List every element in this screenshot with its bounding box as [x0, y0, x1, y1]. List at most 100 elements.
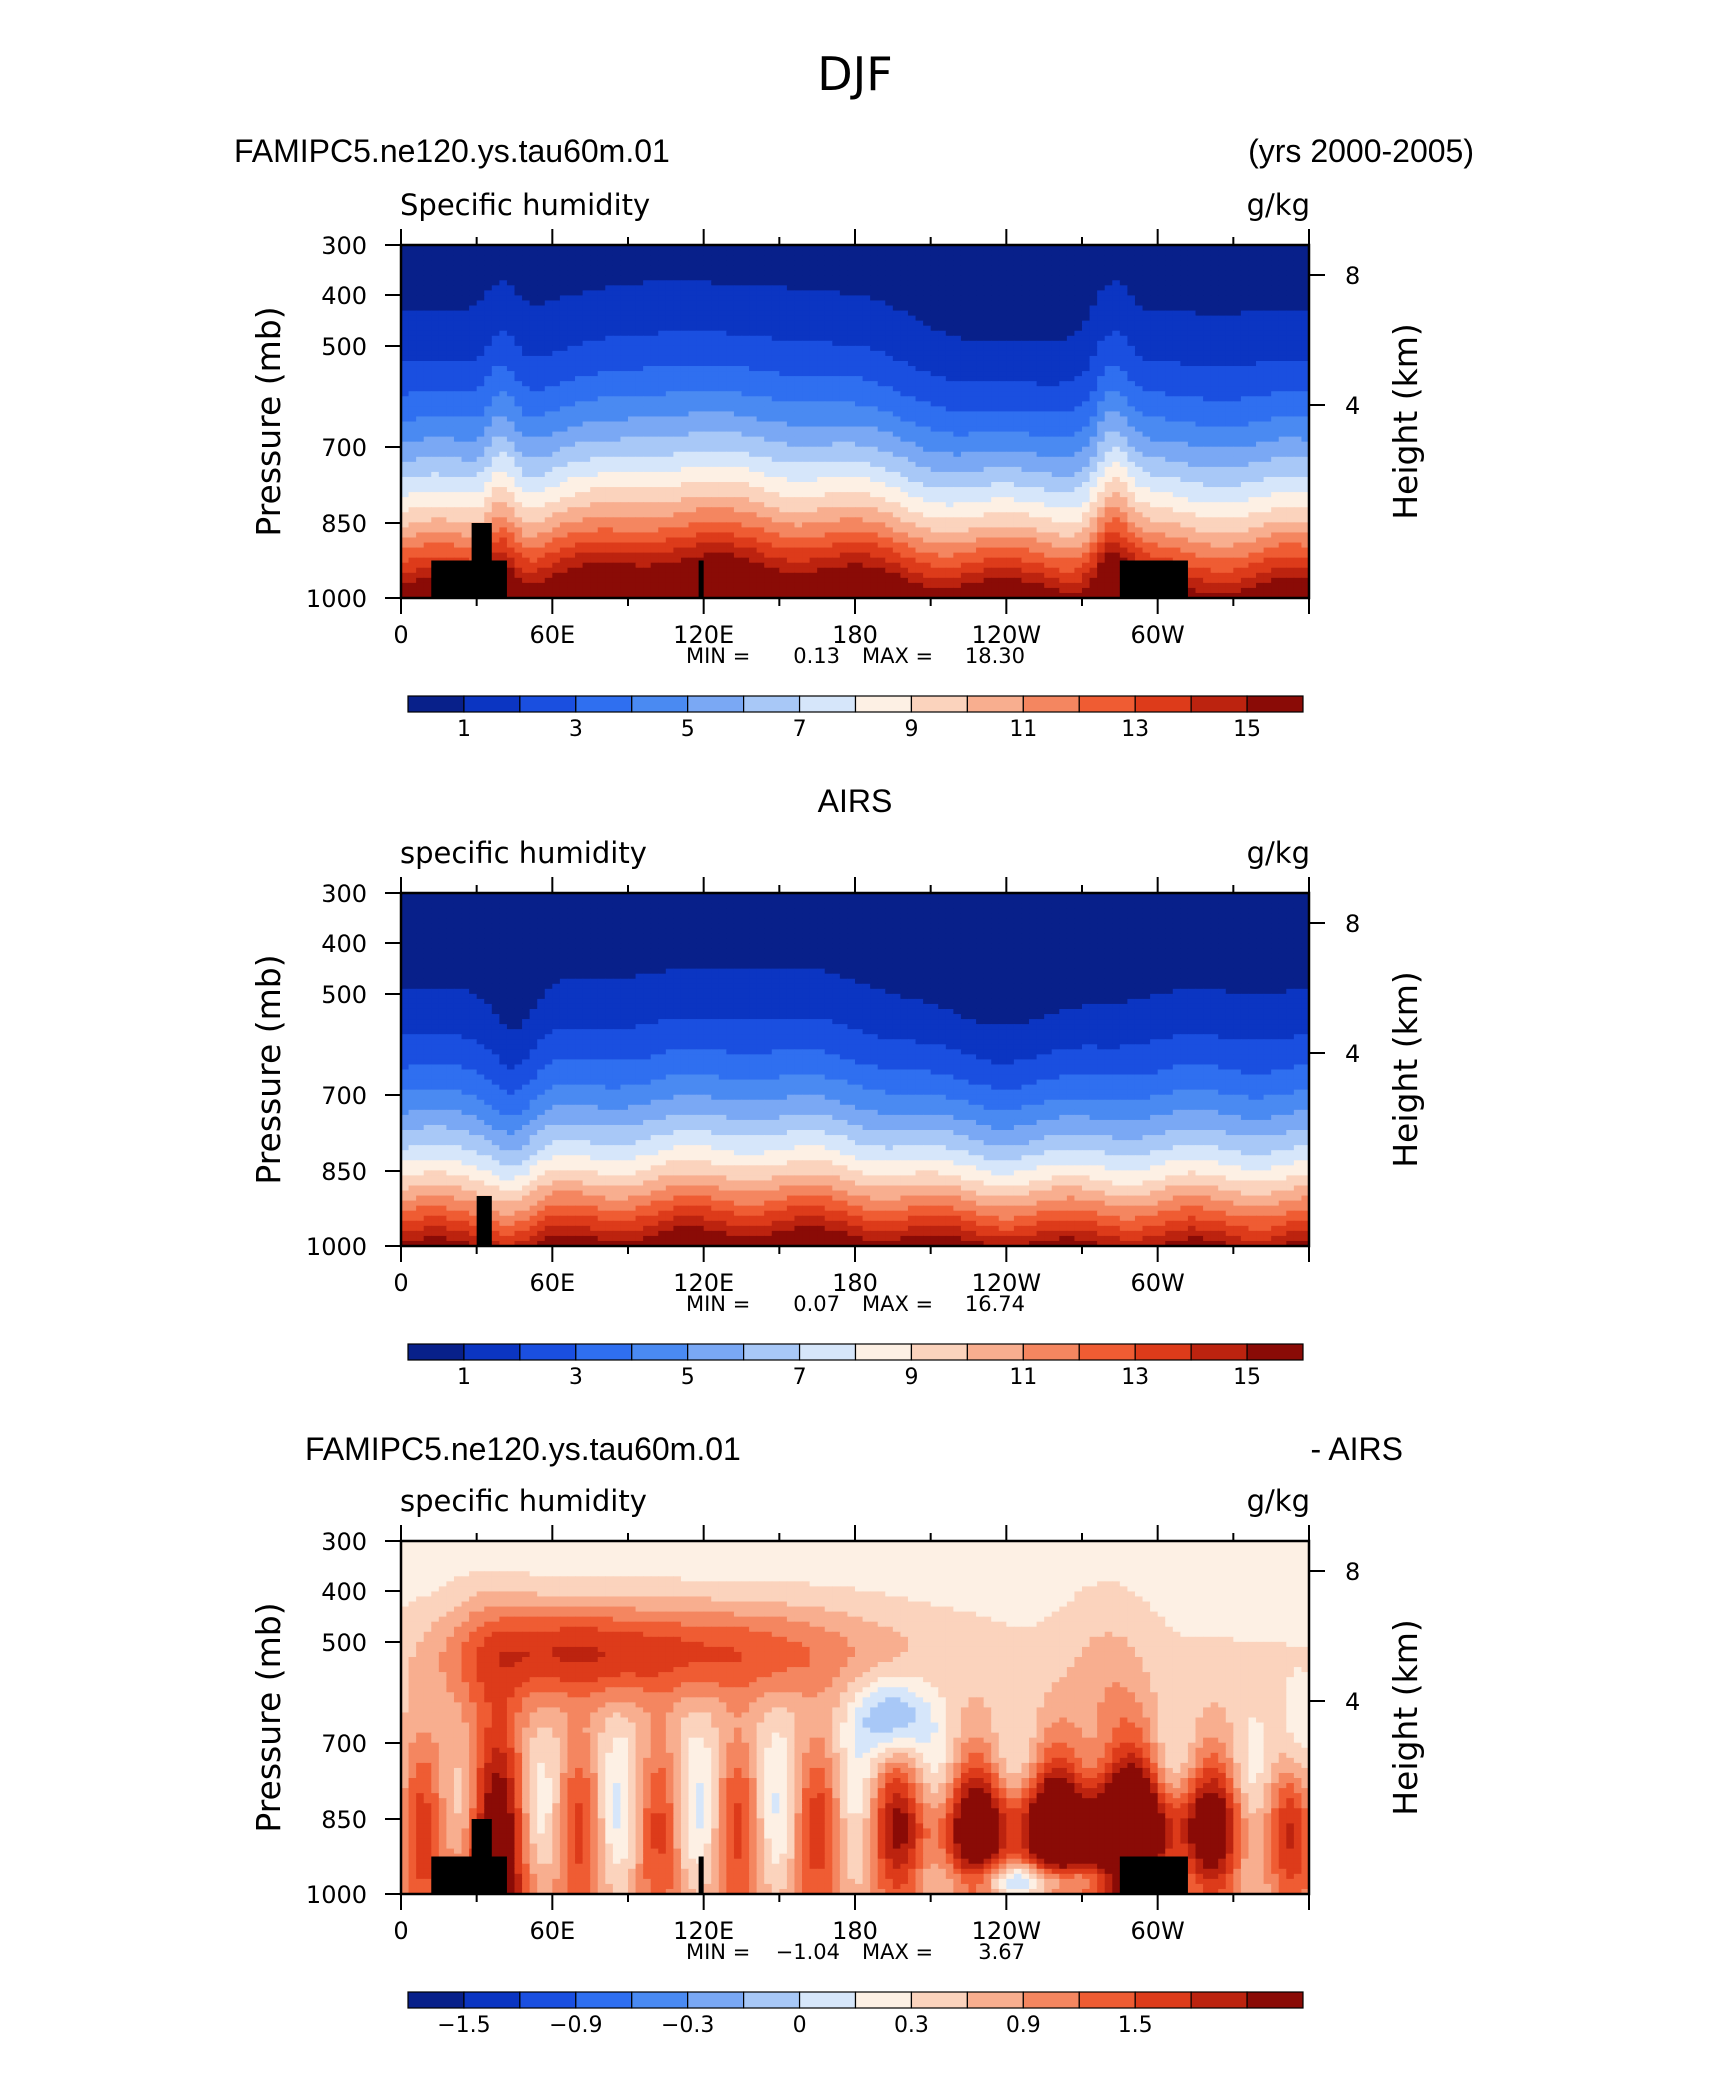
field-cell [1097, 245, 1106, 251]
field-cell [438, 340, 447, 347]
field-cell [1036, 386, 1045, 392]
field-cell [1142, 290, 1151, 297]
field-cell [529, 401, 538, 407]
field-cell [1233, 315, 1242, 322]
field-cell [1119, 305, 1128, 312]
field-cell [461, 285, 470, 291]
field-cell [862, 345, 871, 352]
field-cell [431, 401, 440, 407]
field-cell [892, 325, 901, 332]
field-cell [976, 330, 985, 337]
field-cell [855, 285, 864, 291]
field-cell [673, 295, 682, 302]
field-cell [673, 265, 682, 271]
field-cell [1082, 340, 1091, 347]
field-cell [802, 245, 811, 251]
field-cell [1066, 406, 1076, 413]
field-cell [870, 350, 879, 357]
field-cell [945, 265, 954, 271]
field-cell [1187, 441, 1197, 448]
field-cell [529, 250, 538, 256]
field-cell [953, 335, 962, 342]
field-cell [1278, 421, 1287, 428]
field-cell [597, 275, 606, 281]
field-cell [703, 446, 712, 453]
field-cell [915, 431, 924, 438]
field-cell [446, 275, 455, 281]
field-cell [960, 285, 970, 291]
field-cell [1172, 280, 1181, 286]
field-cell [416, 376, 425, 382]
field-cell [1134, 421, 1144, 428]
field-cell [552, 401, 561, 407]
field-cell [620, 290, 629, 297]
field-cell [680, 290, 690, 297]
field-cell [1104, 325, 1113, 332]
field-cell [559, 340, 569, 347]
field-cell [612, 340, 622, 347]
field-cell [1074, 366, 1083, 372]
field-cell [1218, 345, 1227, 352]
field-cell [960, 386, 970, 392]
field-cell [567, 426, 576, 433]
field-cell [552, 426, 561, 433]
field-cell [1044, 250, 1053, 256]
field-cell [1097, 436, 1106, 443]
field-cell [688, 421, 697, 428]
field-cell [1203, 421, 1212, 428]
field-cell [1013, 396, 1023, 402]
field-cell [1029, 335, 1038, 342]
field-cell [923, 245, 932, 251]
field-cell [416, 265, 425, 271]
field-cell [1089, 265, 1098, 271]
field-cell [643, 371, 652, 377]
field-cell [696, 376, 705, 382]
field-cell [870, 411, 879, 418]
field-cell [1112, 386, 1121, 392]
field-cell [741, 386, 750, 392]
field-cell [764, 285, 773, 291]
field-cell [590, 421, 599, 428]
field-cell [1278, 275, 1287, 281]
field-cell [1293, 270, 1303, 276]
field-cell [809, 305, 818, 312]
field-cell [1036, 260, 1045, 266]
field-cell [628, 355, 637, 362]
field-cell [991, 315, 1000, 322]
field-cell [552, 350, 561, 357]
field-cell [1195, 366, 1204, 372]
field-cell [1029, 250, 1038, 256]
field-cell [1240, 406, 1250, 413]
field-cell [612, 411, 622, 418]
field-cell [612, 290, 622, 297]
field-cell [786, 421, 796, 428]
field-cell [1059, 396, 1068, 402]
field-cell [1157, 310, 1166, 317]
field-cell [824, 250, 833, 256]
field-cell [885, 416, 894, 423]
field-cell [1172, 345, 1181, 352]
field-cell [1074, 260, 1083, 266]
field-cell [1059, 320, 1068, 327]
field-cell [915, 280, 924, 286]
field-cell [1089, 416, 1098, 423]
field-cell [991, 360, 1000, 367]
field-cell [1066, 360, 1076, 367]
field-cell [1218, 436, 1227, 443]
field-cell [960, 426, 970, 433]
field-cell [923, 310, 932, 317]
field-cell [1104, 280, 1113, 286]
field-cell [1134, 386, 1144, 392]
field-cell [809, 381, 818, 387]
field-cell [771, 350, 780, 357]
field-cell [892, 406, 901, 413]
field-cell [1044, 446, 1053, 453]
field-cell [514, 290, 523, 297]
field-cell [1256, 330, 1265, 337]
field-cell [1203, 300, 1212, 307]
field-cell [718, 350, 727, 357]
field-cell [968, 275, 977, 281]
field-cell [938, 366, 947, 372]
field-cell [915, 335, 924, 342]
field-cell [544, 335, 553, 342]
